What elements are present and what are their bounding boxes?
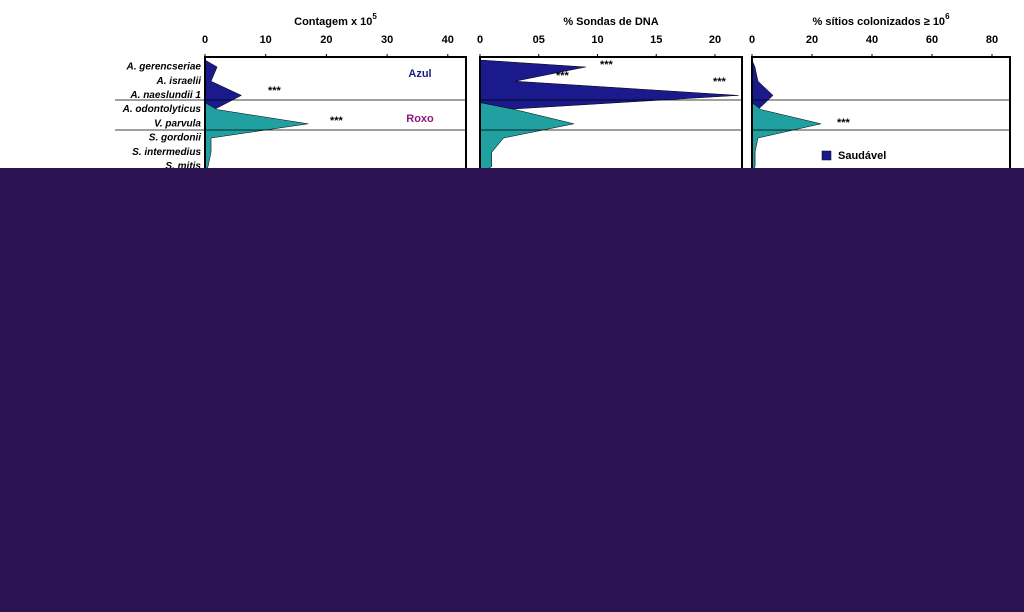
legend-swatch (821, 150, 832, 161)
annotation: *** (837, 117, 851, 129)
annotation: *** (330, 115, 344, 127)
x-tick-label: 80 (986, 34, 998, 46)
category-label: A. israelii (156, 76, 202, 87)
corrupted-region (0, 168, 1024, 612)
category-label: V. parvula (154, 118, 201, 129)
title-exponent: 6 (945, 12, 950, 21)
annotation: *** (713, 76, 727, 88)
x-tick-label: 05 (533, 34, 545, 46)
x-tick-label: 40 (442, 34, 454, 46)
title-text: % Sondas de DNA (563, 16, 658, 28)
x-tick-label: 20 (806, 34, 818, 46)
series-label: Azul (408, 68, 431, 80)
x-tick-label: 0 (477, 34, 483, 46)
annotation: *** (556, 70, 570, 82)
x-tick-label: 40 (866, 34, 878, 46)
category-label: A. gerencseriae (126, 62, 202, 73)
area (751, 102, 822, 174)
area (479, 102, 575, 174)
x-tick-label: 0 (202, 34, 208, 46)
category-label: A. naeslundii 1 (129, 90, 201, 101)
title-exponent: 5 (372, 12, 377, 21)
annotation: *** (268, 85, 282, 97)
title-text: Contagem x 10 (294, 16, 372, 28)
x-tick-label: 20 (320, 34, 332, 46)
x-tick-label: 15 (650, 34, 662, 46)
category-label: S. gordonii (149, 133, 201, 144)
panel-title: % sítios colonizados ≥ 106 (812, 12, 950, 28)
annotation: *** (600, 59, 614, 71)
x-tick-label: 60 (926, 34, 938, 46)
x-tick-label: 0 (749, 34, 755, 46)
category-label: S. intermedius (132, 147, 201, 158)
area (204, 102, 309, 174)
category-label: S. mitis (165, 161, 201, 172)
series-label: Roxo (406, 113, 434, 125)
legend-label: Saudável (838, 150, 886, 162)
x-tick-label: 10 (591, 34, 603, 46)
category-label: A. odontolyticus (122, 104, 202, 115)
x-tick-label: 10 (260, 34, 272, 46)
title-text: % sítios colonizados ≥ 10 (812, 16, 945, 28)
x-tick-label: 30 (381, 34, 393, 46)
x-tick-label: 20 (709, 34, 721, 46)
panel-title: Contagem x 105 (294, 12, 377, 28)
panel-title: % Sondas de DNA (563, 16, 658, 28)
